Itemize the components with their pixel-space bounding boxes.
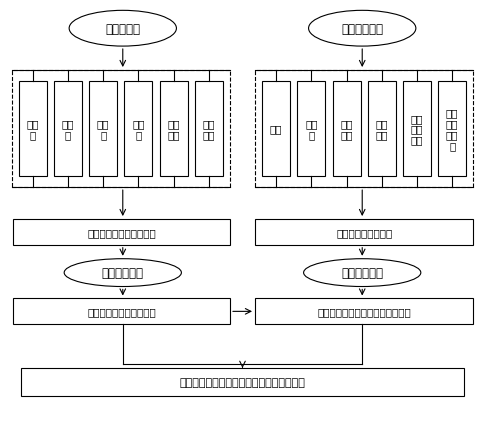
Bar: [14, 219, 229, 245]
Text: 三元
乙丙
橡胶: 三元 乙丙 橡胶: [410, 113, 423, 145]
Text: 松香
酸: 松香 酸: [304, 119, 317, 140]
Bar: [19, 82, 46, 176]
Ellipse shape: [308, 12, 415, 47]
Text: 按比例混合加水搅拌均匀: 按比例混合加水搅拌均匀: [87, 227, 156, 237]
Bar: [255, 219, 472, 245]
Bar: [195, 82, 222, 176]
Bar: [89, 82, 117, 176]
Bar: [14, 299, 229, 325]
Bar: [255, 71, 472, 188]
Bar: [402, 82, 430, 176]
Text: 阻化
剂: 阻化 剂: [27, 119, 39, 140]
Text: 降温冷凝固化: 降温冷凝固化: [102, 267, 143, 279]
Bar: [124, 82, 152, 176]
Ellipse shape: [69, 12, 176, 47]
Text: 活性
剂: 活性 剂: [97, 119, 109, 140]
Text: 温控胞衣原料: 温控胞衣原料: [341, 23, 382, 36]
Bar: [255, 299, 472, 325]
Bar: [438, 82, 465, 176]
Bar: [262, 82, 289, 176]
Bar: [12, 71, 229, 188]
Text: 阻燃
剂: 阻燃 剂: [61, 119, 74, 140]
Ellipse shape: [64, 259, 181, 287]
Text: 石蜡: 石蜡: [270, 124, 282, 134]
Bar: [297, 82, 325, 176]
Bar: [159, 82, 187, 176]
Text: 按比例搅拌均匀混合: 按比例搅拌均匀混合: [335, 227, 392, 237]
Bar: [332, 82, 360, 176]
Text: 固化
材料: 固化 材料: [202, 119, 214, 140]
Text: 模具中形成低温固化颗粒: 模具中形成低温固化颗粒: [87, 307, 156, 317]
Text: 阻化物原料: 阻化物原料: [105, 23, 140, 36]
Text: 环氧
树脂: 环氧 树脂: [340, 119, 352, 140]
Text: 升温液化熔融: 升温液化熔融: [341, 267, 382, 279]
Text: 离子
液体: 离子 液体: [167, 119, 180, 140]
Text: 含氧化自热材料温控胞衣的复合阻化物颗粒: 含氧化自热材料温控胞衣的复合阻化物颗粒: [179, 377, 305, 387]
Text: 补强
剂: 补强 剂: [132, 119, 144, 140]
Ellipse shape: [303, 259, 420, 287]
Bar: [367, 82, 395, 176]
Bar: [21, 368, 463, 396]
Text: 乙烯
酸酯: 乙烯 酸酯: [375, 119, 387, 140]
Text: 特定模具中遇冷凝固形成均匀胞衣: 特定模具中遇冷凝固形成均匀胞衣: [317, 307, 410, 317]
Text: 聚甲
基丙
烯酸
酯: 聚甲 基丙 烯酸 酯: [445, 108, 457, 150]
Bar: [54, 82, 82, 176]
